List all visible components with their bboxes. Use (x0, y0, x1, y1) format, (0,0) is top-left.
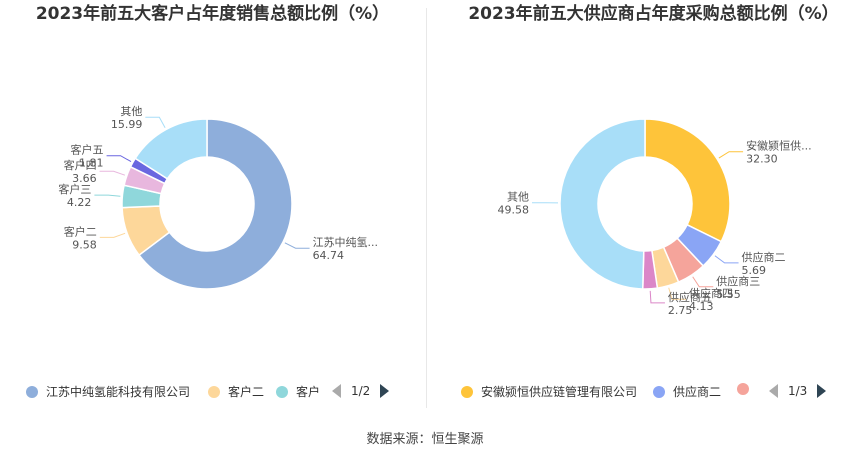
leader-line (94, 194, 121, 197)
slice-6[interactable] (134, 118, 208, 180)
legend-label: 供应商二 (673, 385, 722, 399)
slice-value-label: 5.55 (716, 288, 741, 301)
legend-item-supplier-2[interactable]: 供应商二 (653, 383, 721, 400)
legend-item-supplier-1[interactable]: 安徽颍恒供应链管理有限公司 (461, 383, 637, 400)
legend-item-customer-1[interactable]: 江苏中纯氢能科技有限公司 (26, 383, 190, 400)
slice-label: 其他 (507, 191, 529, 204)
leader-line (99, 232, 126, 238)
chart-title: 2023年前五大客户占年度销售总额比例（%） (35, 4, 390, 24)
legend-pager: 1/2 (332, 384, 390, 398)
slice-value-label: 15.99 (111, 118, 143, 131)
slice-label: 供应商三 (716, 274, 760, 288)
panel-divider (426, 8, 427, 408)
page-next-icon[interactable] (380, 384, 390, 398)
slice-label: 客户四 (64, 158, 97, 172)
slice-value-label: 1.81 (79, 157, 104, 170)
slice-value-label: 64.74 (313, 249, 345, 262)
slice-label: 客户三 (58, 182, 91, 196)
leader-line (99, 170, 126, 176)
slice-value-label: 32.30 (746, 153, 778, 166)
slice-label: 供应商二 (742, 250, 786, 264)
slice-label: 安徽颍恒供... (746, 139, 812, 153)
slice-1[interactable] (644, 118, 731, 243)
legend-marker (276, 385, 288, 398)
page-prev-icon[interactable] (769, 384, 778, 398)
legend-marker (737, 383, 749, 395)
slice-1[interactable] (138, 118, 293, 290)
slice-6[interactable] (559, 118, 646, 290)
legend-label: 客户二 (228, 385, 265, 399)
slice-label: 客户二 (64, 224, 97, 238)
legend-marker (461, 385, 473, 398)
leader-line (649, 290, 665, 304)
slice-value-label: 3.66 (72, 172, 97, 185)
data-source: 数据来源：恒生聚源 (366, 432, 484, 447)
leader-line (106, 155, 132, 163)
chart-title: 2023年前五大供应商占年度采购总额比例（%） (468, 4, 839, 24)
supplier-donut-chart: 安徽颍恒供...32.30 供应商二5.69供应商三5.55供应商四4.13供应商… (498, 118, 812, 317)
legend-pager: 1/3 (769, 384, 827, 398)
slice-label: 客户五 (71, 143, 104, 157)
supplier-legend: 安徽颍恒供应链管理有限公司 供应商二 1/3 (425, 383, 850, 403)
page-next-icon[interactable] (817, 384, 827, 398)
legend-item-customer-3[interactable]: 客户 (276, 383, 320, 400)
legend-marker (653, 385, 665, 398)
slice-value-label: 4.13 (689, 300, 714, 313)
slice-value-label: 5.69 (742, 264, 767, 277)
leader-line (718, 151, 744, 159)
customer-chart-panel: 2023年前五大客户占年度销售总额比例（%） 江苏中纯氢... 64.74 客户二 9… (0, 0, 425, 410)
legend-marker (208, 385, 220, 398)
slice-label: 供应商五 (668, 290, 712, 304)
page-indicator: 1/2 (351, 384, 371, 398)
legend-label: 客户 (296, 385, 321, 399)
page-prev-icon[interactable] (332, 384, 341, 398)
leader-line (692, 276, 714, 288)
slice-value-label: 9.58 (72, 238, 97, 251)
supplier-chart-panel: 2023年前五大供应商占年度采购总额比例（%） 安徽颍恒供... 32.30 供应商… (425, 0, 850, 410)
legend-item-supplier-3[interactable] (737, 383, 757, 395)
leader-line (284, 242, 310, 249)
legend-item-customer-2[interactable]: 客户二 (208, 383, 264, 400)
leader-line (714, 255, 739, 264)
slice-label: 供应商四 (689, 286, 733, 300)
slice-value-label: 49.58 (498, 204, 530, 217)
slice-value-label: 4.22 (67, 196, 92, 209)
page-indicator: 1/3 (788, 384, 808, 398)
leader-line (145, 116, 166, 128)
legend-marker (26, 385, 38, 398)
legend-label: 江苏中纯氢能科技有限公司 (46, 385, 191, 399)
customer-legend: 江苏中纯氢能科技有限公司 客户二 客户 1/2 (0, 383, 425, 403)
slice-label: 其他 (120, 105, 142, 118)
legend-label: 安徽颍恒供应链管理有限公司 (481, 385, 638, 399)
slice-label: 江苏中纯氢... (313, 235, 379, 249)
leader-line (668, 287, 686, 300)
slice-value-label: 2.75 (668, 304, 693, 317)
